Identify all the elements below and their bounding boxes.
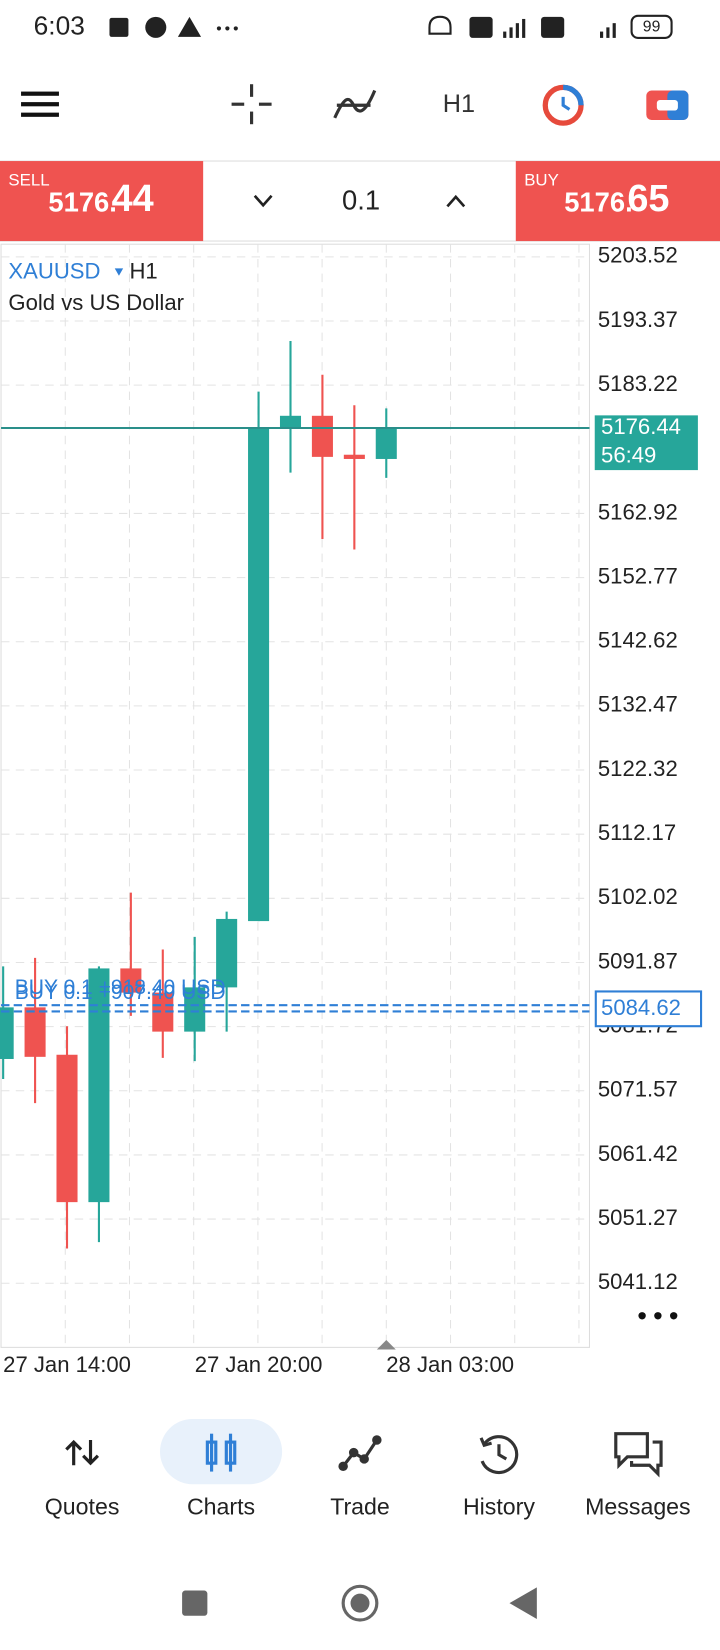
y-tick-label: 5102.02 [598,884,678,909]
candle-body [311,415,333,457]
scroll-marker [376,1340,396,1350]
candle-body [375,427,397,459]
history-icon[interactable] [479,1435,519,1475]
back-button[interactable] [509,1587,537,1619]
volume-value[interactable]: 0.1 [342,184,380,215]
candle-body [184,987,206,1032]
candle-body [279,415,302,429]
volume-down[interactable] [253,194,273,208]
x-tick-label: 27 Jan 20:00 [195,1352,323,1377]
candle-body [120,968,142,993]
objects-button[interactable] [542,84,584,126]
current-price-label: 5176.44 [601,414,681,439]
symbol-dropdown[interactable] [114,268,124,276]
candle-body [152,992,174,1032]
nav-labels: Quotes Charts Trade History Messages [45,1494,691,1520]
symbol-name[interactable]: XAUUSD [8,258,100,283]
symbol-timeframe: H1 [129,258,157,283]
recents-button[interactable] [182,1590,208,1616]
home-button[interactable] [341,1584,379,1622]
candle-body [56,1054,78,1203]
more-dots[interactable] [638,1312,678,1320]
y-tick-label: 5132.47 [598,692,678,717]
candle-body [88,968,110,1203]
current-price-box [594,415,698,471]
buy-price-main: 5176. [564,186,632,217]
y-tick-label: 5071.57 [598,1077,678,1102]
candle-body [24,1007,46,1057]
nav-label[interactable]: Quotes [45,1494,120,1520]
buy-button[interactable] [515,161,720,242]
charts-icon[interactable] [205,1433,237,1472]
y-tick-label: 5041.12 [598,1269,678,1294]
candle-body [216,918,238,988]
messages-icon[interactable] [614,1432,663,1478]
status-icons [109,14,673,39]
sell-label: SELL [8,171,49,190]
y-tick-label: 5183.22 [598,371,678,396]
crosshair-button[interactable] [231,84,272,125]
nav-label[interactable]: History [463,1494,535,1520]
volume-up[interactable] [446,194,466,208]
plot: 5203.52 5193.37 5183.22 5162.92 5152.77 5142.… [0,243,703,1377]
nav-label[interactable]: Messages [585,1494,690,1520]
y-tick-label: 5142.62 [598,628,678,653]
y-tick-label: 5091.87 [598,948,678,973]
sell-button[interactable] [0,161,204,242]
y-tick-label: 5152.77 [598,563,678,588]
timeframe-button[interactable]: H1 [443,90,475,118]
candle-body [0,1007,14,1059]
nav-label[interactable]: Charts [187,1494,255,1520]
symbol-description: Gold vs US Dollar [8,290,184,315]
quotes-icon[interactable] [65,1439,100,1466]
nav-label[interactable]: Trade [330,1494,390,1520]
position-label[interactable]: BUY 0.1 +907.40 USD [15,981,226,1004]
y-tick-label: 5122.32 [598,756,678,781]
indicators-button[interactable] [333,89,377,119]
countdown-label: 56:49 [601,442,656,467]
y-tick-label: 5112.17 [598,820,676,845]
x-tick-label: 28 Jan 03:00 [386,1352,514,1377]
x-tick-label: 27 Jan 14:00 [3,1352,131,1377]
trade-icon[interactable] [338,1435,382,1472]
y-tick-label: 5162.92 [598,499,678,524]
y-tick-label: 5203.52 [598,243,678,268]
y-tick-label: 5193.37 [598,307,678,332]
candle-body [248,428,270,922]
y-tick-label: 5061.42 [598,1141,678,1166]
menu-button[interactable] [21,91,59,117]
position-price-box [594,990,703,1028]
battery-level: 99 [643,19,661,36]
buy-label: BUY [524,171,559,190]
y-tick-label: 5051.27 [598,1205,678,1230]
position-label[interactable]: BUY 0.1 +918.40 USD [15,976,226,999]
sell-price-big: 44 [112,178,154,220]
candle-body [343,454,365,459]
chart-frame [0,243,590,1348]
sell-price-main: 5176. [48,186,116,217]
position-price-label: 5084.62 [601,995,681,1020]
trade-toggle-button[interactable] [646,90,689,120]
buy-price-big: 65 [627,178,669,220]
status-time: 6:03 [34,10,85,40]
active-tab-highlight [160,1418,283,1485]
